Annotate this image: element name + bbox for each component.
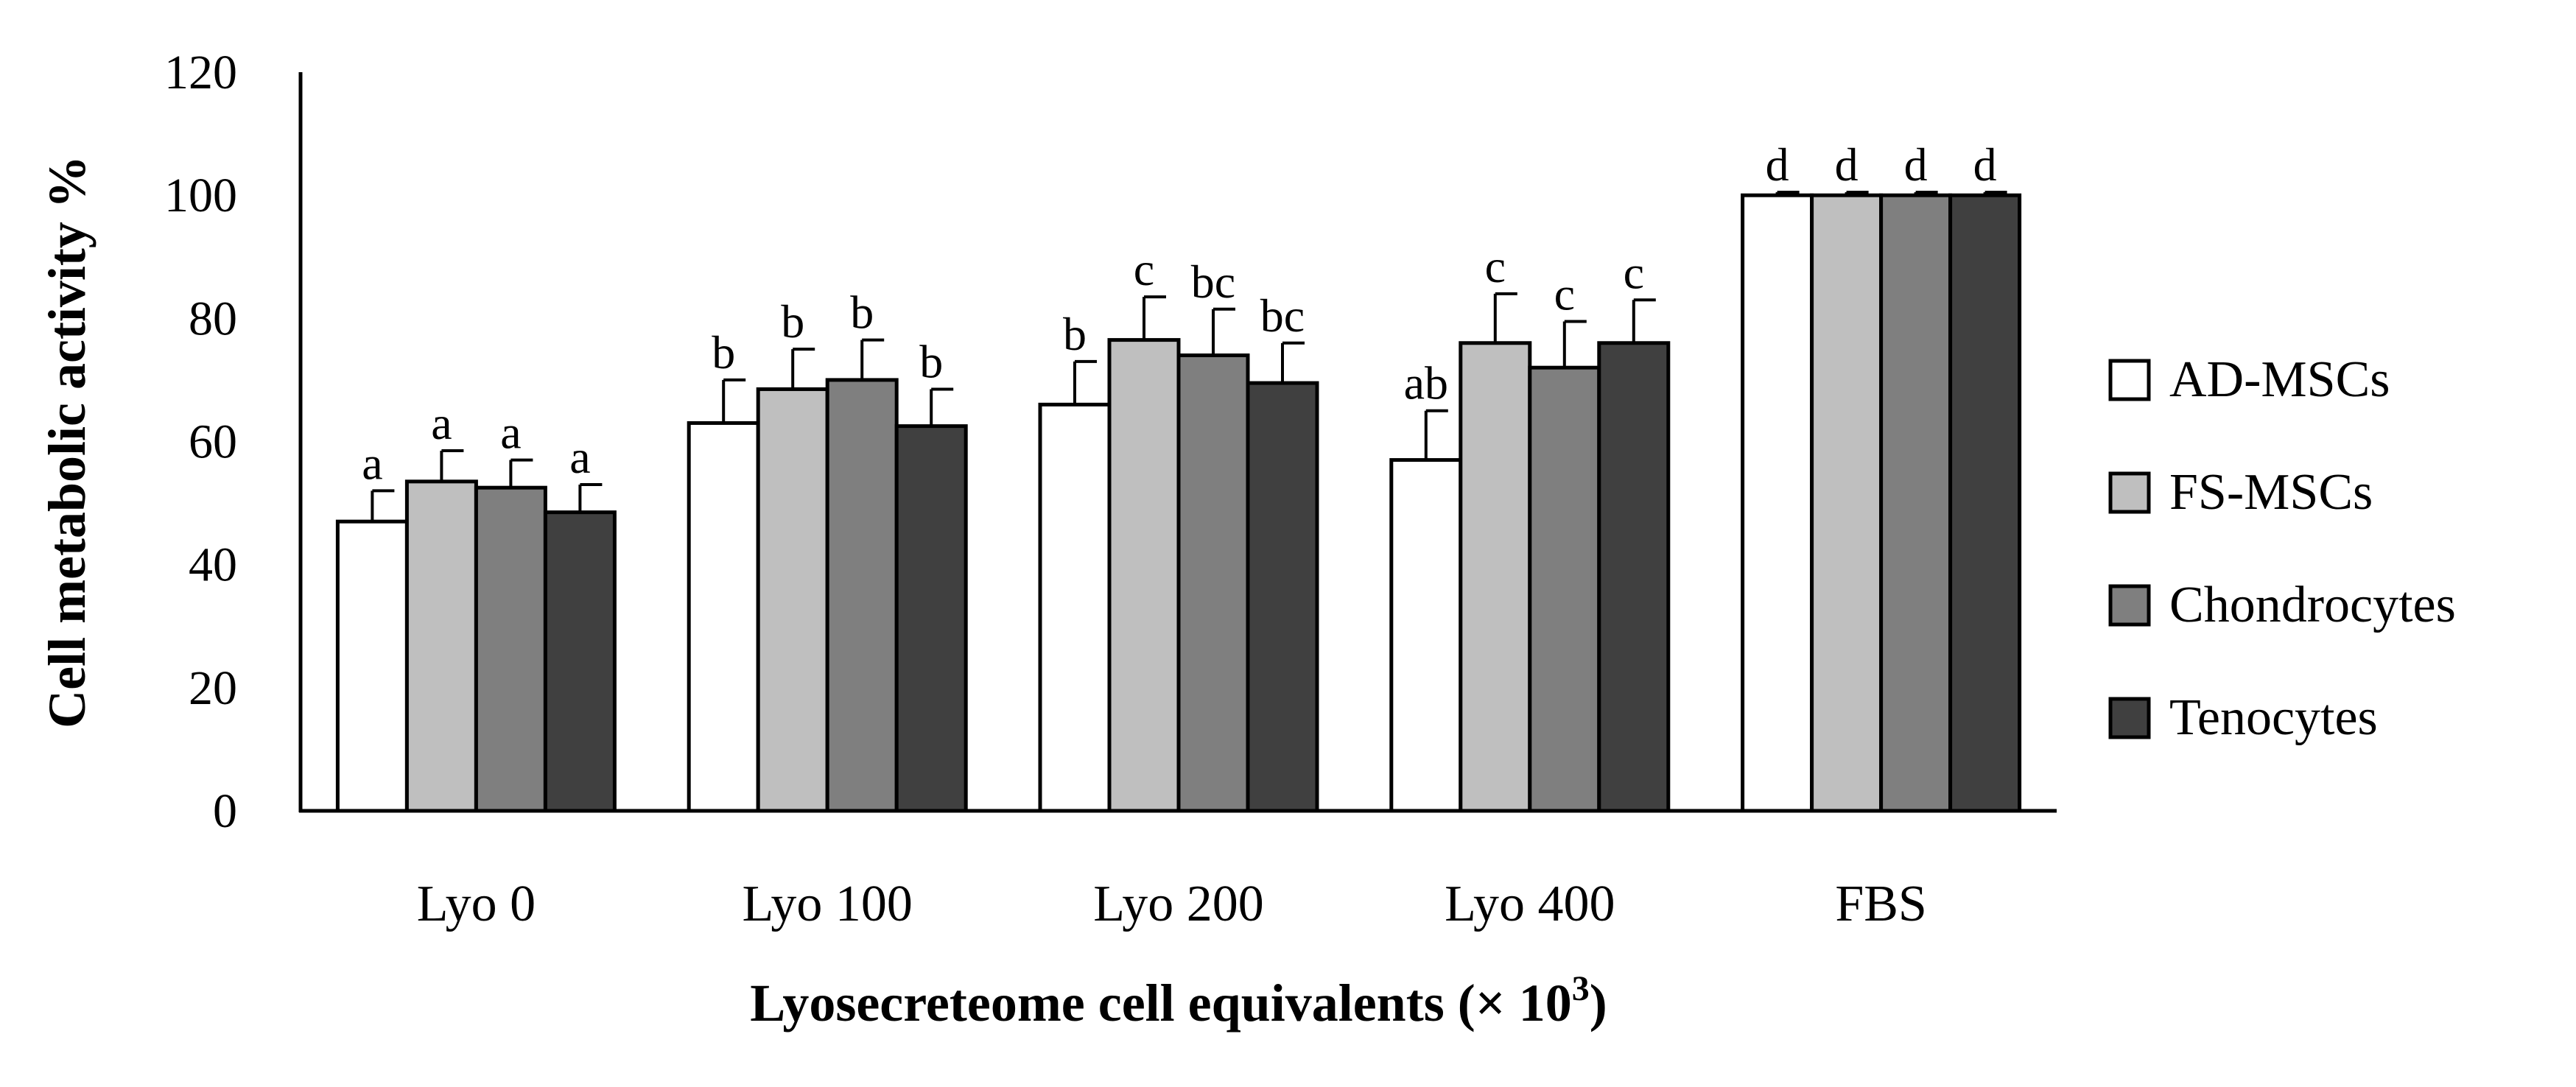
bar (1597, 341, 1671, 813)
significance-letter: c (1554, 268, 1575, 320)
bar (335, 519, 409, 813)
bar (1038, 402, 1112, 813)
bar (1528, 365, 1601, 813)
bar (404, 479, 478, 813)
bar (756, 387, 829, 813)
y-tick-label: 100 (164, 169, 237, 222)
legend-swatch (2108, 584, 2151, 627)
category-label: Lyo 400 (1445, 876, 1615, 932)
bar (1107, 338, 1181, 813)
legend-swatch (2108, 471, 2151, 514)
y-tick-label: 120 (164, 46, 237, 99)
y-tick-label: 20 (189, 661, 237, 715)
legend-label: FS-MSCs (2169, 464, 2373, 521)
bar (1389, 458, 1463, 813)
significance-letter: ab (1404, 357, 1448, 409)
significance-letter: bc (1191, 256, 1235, 308)
bar (894, 424, 968, 813)
significance-letter: d (1835, 138, 1859, 191)
significance-letter: b (919, 335, 943, 387)
bar (543, 510, 617, 813)
significance-letter: b (1063, 308, 1087, 360)
y-tick-label: 0 (213, 784, 237, 838)
category-label: FBS (1835, 876, 1927, 932)
category-label: Lyo 0 (417, 876, 536, 932)
legend-label: Tenocytes (2169, 689, 2378, 746)
y-axis-title: Cell metabolic activity % (38, 155, 96, 728)
bar (1459, 341, 1532, 813)
significance-letter: bc (1260, 289, 1305, 342)
significance-letter: a (500, 407, 521, 459)
legend-label: Chondrocytes (2169, 577, 2456, 633)
y-axis-ticks: 0 20 40 60 80 100 120 (164, 46, 237, 838)
legend-swatch (2108, 697, 2151, 739)
x-axis-title: Lyosecreteome cell equivalents (× 103) (750, 969, 1607, 1033)
significance-letter: a (362, 437, 382, 489)
x-axis-title-close: ) (1590, 974, 1607, 1033)
legend: AD-MSCs FS-MSCs Chondrocytes Tenocytes (2108, 351, 2456, 746)
significance-letter: c (1485, 240, 1506, 292)
significance-letter: b (850, 286, 874, 339)
y-tick-label: 40 (189, 538, 237, 592)
bar (1879, 193, 1953, 813)
legend-swatch (2108, 359, 2151, 401)
error-bars (371, 190, 2007, 522)
y-tick-label: 80 (189, 292, 237, 345)
significance-letter: b (712, 326, 735, 379)
significance-letter: a (569, 431, 590, 483)
category-label: Lyo 100 (742, 876, 912, 932)
significance-letter: b (781, 295, 804, 348)
significance-letter: a (431, 397, 452, 449)
significance-letter: d (1904, 138, 1928, 191)
bar (1810, 193, 1884, 813)
significance-letter: c (1134, 243, 1154, 295)
x-axis-title-superscript: 3 (1572, 969, 1590, 1008)
significance-letter: d (1766, 138, 1789, 191)
bar (825, 378, 899, 813)
bar (1176, 353, 1250, 813)
significance-letter: c (1624, 246, 1644, 298)
significance-letter: d (1973, 138, 1997, 191)
bar (687, 421, 760, 813)
y-tick-label: 60 (189, 415, 237, 469)
x-axis-title-main: Lyosecreteome cell equivalents (× 10 (750, 974, 1571, 1033)
bar (1246, 381, 1319, 813)
bars (335, 193, 2022, 813)
bar (474, 485, 547, 813)
bar (1948, 193, 2022, 813)
category-label: Lyo 200 (1093, 876, 1263, 932)
bar (1741, 193, 1814, 813)
category-labels: Lyo 0 Lyo 100 Lyo 200 Lyo 400 FBS (417, 876, 1927, 932)
legend-label: AD-MSCs (2169, 351, 2390, 408)
